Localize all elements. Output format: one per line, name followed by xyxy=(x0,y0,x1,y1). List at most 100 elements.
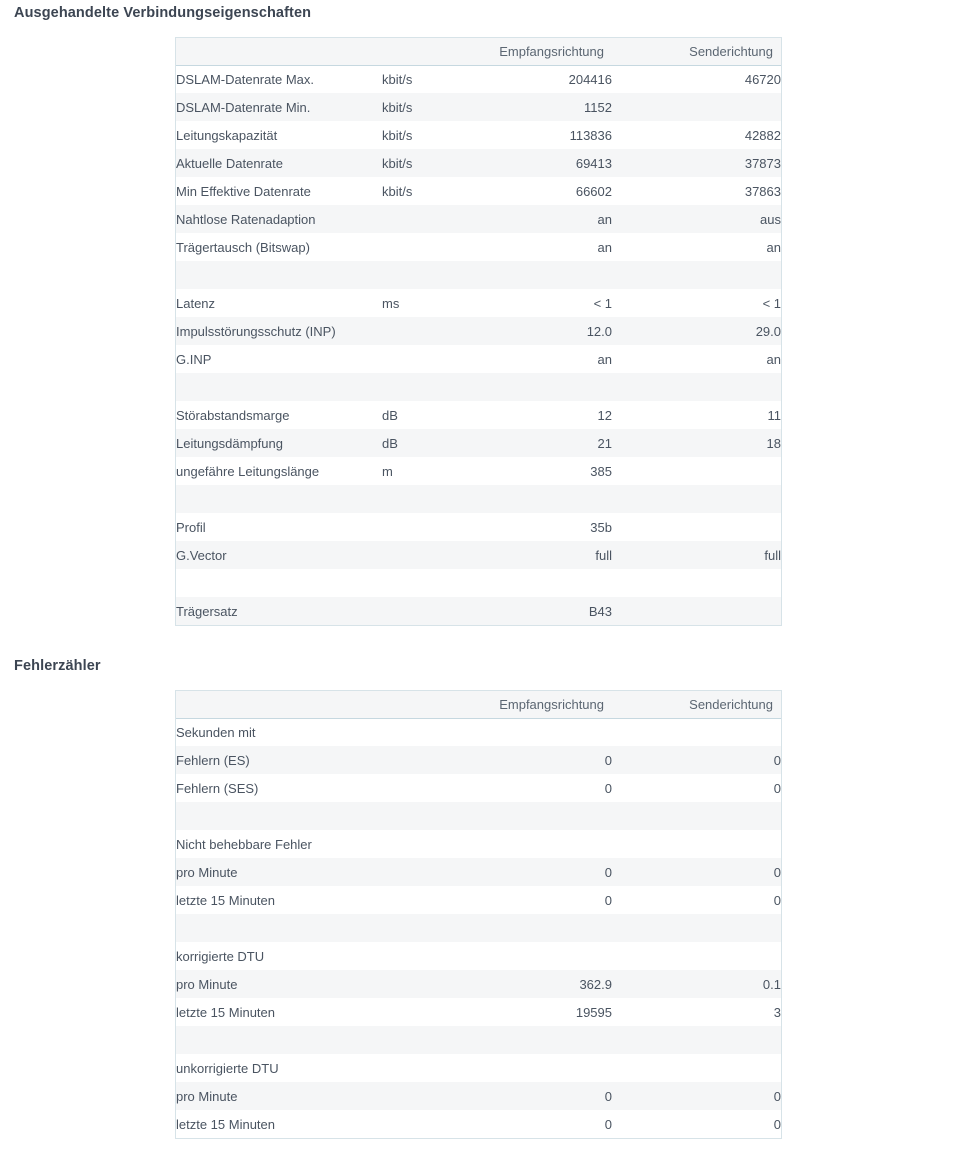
row-value-senderichtung xyxy=(612,569,781,597)
row-value-empfangsrichtung xyxy=(497,914,612,942)
row-value-empfangsrichtung xyxy=(497,802,612,830)
row-label: pro Minute xyxy=(176,970,382,998)
row-label: Min Effektive Datenrate xyxy=(176,177,382,205)
row-label: G.INP xyxy=(176,345,382,373)
row-value-empfangsrichtung: B43 xyxy=(497,597,612,625)
row-label: Trägersatz xyxy=(176,597,382,625)
row-value-senderichtung xyxy=(612,1054,781,1082)
row-label: Fehlern (ES) xyxy=(176,746,382,774)
row-value-senderichtung: aus xyxy=(612,205,781,233)
row-label: pro Minute xyxy=(176,858,382,886)
row-unit xyxy=(382,513,497,541)
row-unit xyxy=(382,858,497,886)
column-header-label xyxy=(176,38,382,66)
row-value-senderichtung xyxy=(612,261,781,289)
row-label: Impulsstörungsschutz (INP) xyxy=(176,317,382,345)
table-spacer-row xyxy=(176,569,781,597)
row-value-empfangsrichtung: an xyxy=(497,345,612,373)
negotiated-connection-table-wrapper: Empfangsrichtung Senderichtung DSLAM-Dat… xyxy=(175,37,782,626)
row-label: korrigierte DTU xyxy=(176,942,382,970)
table-row: Impulsstörungsschutz (INP) 12.0 29.0 xyxy=(176,317,781,345)
row-unit: kbit/s xyxy=(382,177,497,205)
row-value-senderichtung: < 1 xyxy=(612,289,781,317)
row-unit xyxy=(382,998,497,1026)
column-header-label xyxy=(176,691,382,719)
row-label: Profil xyxy=(176,513,382,541)
table-row: Nicht behebbare Fehler xyxy=(176,830,781,858)
row-value-senderichtung: 29.0 xyxy=(612,317,781,345)
row-value-empfangsrichtung: 385 xyxy=(497,457,612,485)
row-value-senderichtung xyxy=(612,457,781,485)
row-value-empfangsrichtung: 21 xyxy=(497,429,612,457)
row-label: Latenz xyxy=(176,289,382,317)
table-body: Sekunden mit Fehlern (ES) 0 0 Fehlern (SES) 0… xyxy=(176,718,781,1138)
row-unit xyxy=(382,830,497,858)
row-label: letzte 15 Minuten xyxy=(176,1110,382,1138)
row-value-senderichtung: 37863 xyxy=(612,177,781,205)
column-header-empfangsrichtung: Empfangsrichtung xyxy=(497,38,612,66)
row-label xyxy=(176,569,382,597)
row-label: Leitungskapazität xyxy=(176,121,382,149)
row-unit xyxy=(382,1054,497,1082)
row-value-senderichtung: an xyxy=(612,233,781,261)
row-unit xyxy=(382,1082,497,1110)
row-label: Fehlern (SES) xyxy=(176,774,382,802)
row-value-senderichtung: 11 xyxy=(612,401,781,429)
row-value-senderichtung xyxy=(612,1026,781,1054)
row-label xyxy=(176,373,382,401)
row-value-senderichtung xyxy=(612,93,781,121)
table-row: letzte 15 Minuten 19595 3 xyxy=(176,998,781,1026)
page-title-negotiated-connection: Ausgehandelte Verbindungseigenschaften xyxy=(14,5,312,21)
table-row: pro Minute 0 0 xyxy=(176,1082,781,1110)
row-unit xyxy=(382,886,497,914)
row-value-empfangsrichtung: 0 xyxy=(497,1082,612,1110)
row-value-empfangsrichtung xyxy=(497,718,612,746)
row-label: Nicht behebbare Fehler xyxy=(176,830,382,858)
row-unit: kbit/s xyxy=(382,149,497,177)
table-row: G.Vector full full xyxy=(176,541,781,569)
row-unit xyxy=(382,1026,497,1054)
row-value-senderichtung: an xyxy=(612,345,781,373)
row-value-senderichtung xyxy=(612,914,781,942)
table-row: G.INP an an xyxy=(176,345,781,373)
row-value-senderichtung: 0 xyxy=(612,746,781,774)
row-label: letzte 15 Minuten xyxy=(176,886,382,914)
row-value-senderichtung: 46720 xyxy=(612,65,781,93)
row-value-empfangsrichtung: < 1 xyxy=(497,289,612,317)
table-row: Sekunden mit xyxy=(176,718,781,746)
table-row: Profil 35b xyxy=(176,513,781,541)
row-value-senderichtung: 0 xyxy=(612,1110,781,1138)
row-value-empfangsrichtung: 0 xyxy=(497,858,612,886)
row-value-empfangsrichtung: 0 xyxy=(497,886,612,914)
page-title-error-counters: Fehlerzähler xyxy=(14,658,101,674)
table-row: Störabstandsmarge dB 12 11 xyxy=(176,401,781,429)
table-row: Leitungskapazität kbit/s 113836 42882 xyxy=(176,121,781,149)
table-row: Leitungsdämpfung dB 21 18 xyxy=(176,429,781,457)
row-value-senderichtung xyxy=(612,718,781,746)
row-unit xyxy=(382,942,497,970)
table-row: DSLAM-Datenrate Min. kbit/s 1152 xyxy=(176,93,781,121)
row-value-empfangsrichtung: full xyxy=(497,541,612,569)
table-row: Aktuelle Datenrate kbit/s 69413 37873 xyxy=(176,149,781,177)
table-row: Fehlern (ES) 0 0 xyxy=(176,746,781,774)
table-row: Trägertausch (Bitswap) an an xyxy=(176,233,781,261)
table-row: Min Effektive Datenrate kbit/s 66602 37863 xyxy=(176,177,781,205)
row-unit xyxy=(382,261,497,289)
row-unit xyxy=(382,718,497,746)
row-unit xyxy=(382,541,497,569)
row-label: unkorrigierte DTU xyxy=(176,1054,382,1082)
row-unit: kbit/s xyxy=(382,65,497,93)
error-counters-table: Empfangsrichtung Senderichtung Sekunden … xyxy=(176,691,781,1138)
row-unit: m xyxy=(382,457,497,485)
table-row: unkorrigierte DTU xyxy=(176,1054,781,1082)
row-value-senderichtung: 0 xyxy=(612,1082,781,1110)
row-value-empfangsrichtung: 69413 xyxy=(497,149,612,177)
table-spacer-row xyxy=(176,914,781,942)
table-row: pro Minute 0 0 xyxy=(176,858,781,886)
row-value-senderichtung: 0 xyxy=(612,774,781,802)
table-spacer-row xyxy=(176,485,781,513)
row-label: Nahtlose Ratenadaption xyxy=(176,205,382,233)
row-value-empfangsrichtung: 113836 xyxy=(497,121,612,149)
row-unit xyxy=(382,373,497,401)
